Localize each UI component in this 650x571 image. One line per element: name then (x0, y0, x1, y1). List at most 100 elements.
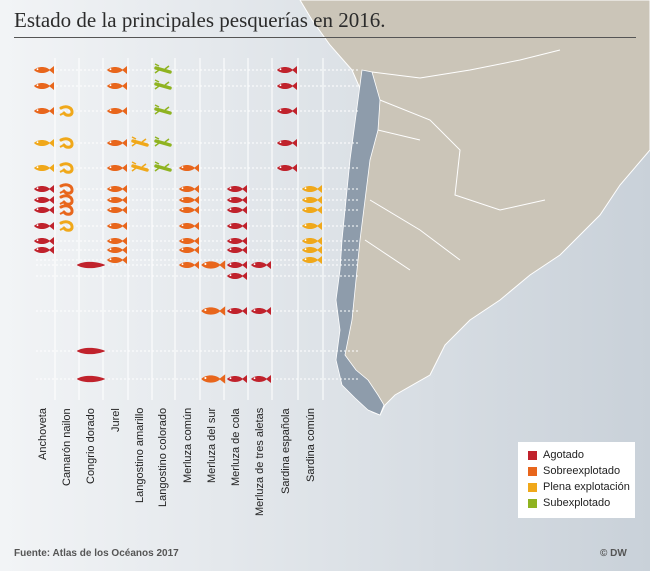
fishery-icon-jurel (107, 139, 127, 147)
legend-label: Plena explotación (543, 481, 630, 493)
column-label: Congrio dorado (85, 408, 97, 484)
title-divider (14, 37, 636, 38)
fishery-icon-camar-n-nailon (59, 183, 74, 195)
fishery-icon-merluza-com-n (179, 246, 199, 254)
fishery-icon-jurel (107, 66, 127, 74)
fishery-icon-merluza-de-tres-aletas (251, 261, 271, 269)
fishery-icon-sardina-com-n (302, 222, 322, 230)
fishery-icon-anchoveta (34, 82, 54, 90)
fishery-icon-anchoveta (34, 237, 54, 245)
fishery-icon-congrio-dorado (76, 347, 106, 355)
credit-note: © DW (600, 548, 627, 559)
fishery-icon-langostino-colorado (154, 63, 172, 74)
fishery-icon-congrio-dorado (76, 261, 106, 269)
fishery-icon-jurel (107, 82, 127, 90)
legend-swatch-agotado (528, 451, 537, 460)
fishery-icon-merluza-de-cola (227, 222, 247, 230)
fishery-icon-anchoveta (34, 222, 54, 230)
column-label: Langostino amarillo (134, 407, 146, 503)
chile-region (335, 69, 385, 416)
fishery-icon-jurel (107, 256, 127, 264)
fishery-icon-anchoveta (34, 185, 54, 193)
fishery-icon-langostino-amarillo (131, 136, 149, 147)
fishery-icon-jurel (107, 222, 127, 230)
fishery-icon-sardina-com-n (302, 185, 322, 193)
fishery-icon-anchoveta (34, 246, 54, 254)
fishery-icon-jurel (107, 206, 127, 214)
fishery-icon-merluza-com-n (179, 206, 199, 214)
fishery-icon-langostino-colorado (154, 161, 172, 172)
fishery-icon-langostino-colorado (154, 79, 172, 90)
fishery-icon-langostino-colorado (154, 104, 172, 115)
fishery-icon-merluza-de-cola (227, 237, 247, 245)
fishery-icon-sardina-espa-ola (277, 82, 297, 90)
fishery-icon-jurel (107, 185, 127, 193)
fishery-icon-merluza-com-n (179, 164, 199, 172)
fishery-icon-camar-n-nailon (59, 194, 74, 206)
column-label: Merluza de cola (230, 408, 242, 486)
legend-label: Sobreexplotado (543, 465, 621, 477)
column-label: Merluza de tres aletas (254, 407, 266, 516)
fishery-icon-merluza-de-cola (227, 307, 247, 315)
fishery-icon-camar-n-nailon (59, 220, 74, 232)
legend-swatch-plena-explotacion (528, 483, 537, 492)
fishery-icon-merluza-de-cola (227, 246, 247, 254)
country-borders (364, 49, 561, 271)
fishery-icon-merluza-com-n (179, 196, 199, 204)
column-label: Langostino colorado (157, 407, 169, 507)
fishery-icon-merluza-de-cola (227, 272, 247, 280)
fishery-icon-jurel (107, 246, 127, 254)
fishery-icon-sardina-com-n (302, 246, 322, 254)
fishery-icon-jurel (107, 196, 127, 204)
fishery-icon-camar-n-nailon (59, 204, 74, 216)
fishery-icon-merluza-de-tres-aletas (251, 375, 271, 383)
fishery-icon-anchoveta (34, 139, 54, 147)
fishery-icon-sardina-com-n (302, 206, 322, 214)
fishery-icon-sardina-espa-ola (277, 139, 297, 147)
fishery-icon-sardina-com-n (302, 256, 322, 264)
fishery-icon-merluza-de-cola (227, 375, 247, 383)
south-america-map (299, 0, 650, 416)
legend: Agotado Sobreexplotado Plena explotación… (518, 442, 635, 518)
fishery-icon-jurel (107, 164, 127, 172)
fishery-icon-langostino-colorado (154, 136, 172, 147)
fishery-icon-camar-n-nailon (59, 105, 74, 117)
fishery-icon-merluza-del-sur (201, 374, 226, 384)
legend-swatch-subexplotado (528, 499, 537, 508)
legend-swatch-sobreexplotado (528, 467, 537, 476)
fishery-icon-merluza-de-cola (227, 196, 247, 204)
fishery-icon-congrio-dorado (76, 375, 106, 383)
fishery-icon-jurel (107, 237, 127, 245)
fishery-icon-sardina-espa-ola (277, 107, 297, 115)
chart-title: Estado de la principales pesquerías en 2… (14, 8, 386, 32)
column-label: Sardina española (280, 408, 292, 494)
column-label: Merluza común (182, 407, 194, 483)
fishery-icon-anchoveta (34, 206, 54, 214)
legend-label: Subexplotado (543, 497, 611, 509)
fishery-icon-merluza-de-tres-aletas (251, 307, 271, 315)
fishery-icon-anchoveta (34, 196, 54, 204)
column-label: Camarón nailon (61, 408, 73, 486)
fishery-icons (34, 63, 322, 384)
fishery-icon-merluza-de-cola (227, 261, 247, 269)
fishery-icon-sardina-espa-ola (277, 164, 297, 172)
fishery-icon-merluza-de-cola (227, 206, 247, 214)
fishery-icon-sardina-espa-ola (277, 66, 297, 74)
fishery-icon-anchoveta (34, 107, 54, 115)
fishery-icon-jurel (107, 107, 127, 115)
fishery-icon-merluza-com-n (179, 237, 199, 245)
column-label: Merluza del sur (206, 407, 218, 483)
fishery-icon-sardina-com-n (302, 196, 322, 204)
fishery-icon-merluza-de-cola (227, 185, 247, 193)
fishery-icon-sardina-com-n (302, 237, 322, 245)
fishery-icon-camar-n-nailon (59, 162, 74, 174)
source-note: Fuente: Atlas de los Océanos 2017 (14, 548, 179, 559)
fishery-icon-merluza-com-n (179, 185, 199, 193)
fishery-icon-anchoveta (34, 66, 54, 74)
column-label: Sardina común (305, 408, 317, 482)
fishery-icon-merluza-com-n (179, 261, 199, 269)
fishery-icon-merluza-del-sur (201, 260, 226, 270)
fishery-icon-merluza-com-n (179, 222, 199, 230)
column-label: Anchoveta (37, 408, 49, 460)
